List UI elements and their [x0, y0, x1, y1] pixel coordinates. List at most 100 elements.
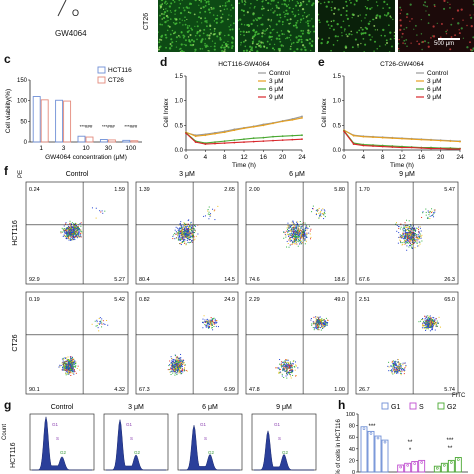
- event-dot: [184, 224, 186, 226]
- cell-dot: [276, 6, 279, 9]
- event-dot: [404, 237, 406, 239]
- cell-dot: [254, 5, 256, 8]
- event-dot: [296, 231, 298, 233]
- event-dot: [413, 232, 415, 234]
- event-dot: [74, 239, 76, 241]
- event-dot: [317, 327, 319, 329]
- cell-dot: [187, 36, 190, 38]
- event-dot: [65, 227, 67, 229]
- cell-dot: [190, 27, 193, 30]
- event-dot: [301, 234, 303, 236]
- event-dot: [290, 377, 292, 379]
- event-dot: [399, 368, 401, 370]
- y-axis-label: Cell viability(%): [5, 89, 12, 133]
- event-dot: [72, 368, 74, 370]
- event-dot: [291, 229, 293, 231]
- event-dot: [190, 228, 192, 230]
- data-point: [457, 458, 460, 461]
- cell-dot: [386, 41, 389, 45]
- event-dot: [421, 240, 423, 242]
- cell-dot: [253, 39, 255, 41]
- event-dot: [302, 231, 304, 233]
- event-dot: [214, 209, 216, 211]
- event-dot: [70, 224, 72, 226]
- event-dot: [319, 322, 321, 324]
- event-dot: [181, 233, 183, 235]
- event-dot: [174, 368, 176, 370]
- cell-dot: [210, 32, 212, 35]
- cell-dot: [328, 37, 330, 39]
- event-dot: [69, 363, 71, 365]
- event-dot: [320, 319, 322, 321]
- event-dot: [430, 317, 432, 319]
- cell-dot: [211, 8, 213, 10]
- event-dot: [431, 323, 433, 325]
- data-point: [281, 139, 284, 142]
- cell-dot: [198, 4, 200, 6]
- event-dot: [74, 363, 76, 365]
- event-dot: [427, 318, 429, 320]
- event-dot: [193, 239, 195, 241]
- cell-dot: [230, 9, 232, 11]
- cell-dot: [295, 21, 298, 24]
- event-dot: [294, 235, 296, 237]
- event-dot: [401, 237, 403, 239]
- event-dot: [396, 230, 398, 232]
- event-dot: [298, 231, 300, 233]
- cell-dot: [164, 0, 167, 3]
- event-dot: [422, 211, 424, 213]
- cell-dot: [449, 7, 451, 9]
- event-dot: [304, 230, 306, 232]
- event-dot: [392, 366, 394, 368]
- event-dot: [180, 371, 182, 373]
- event-dot: [291, 243, 293, 245]
- event-dot: [410, 230, 412, 232]
- event-dot: [195, 235, 197, 237]
- event-dot: [78, 232, 80, 234]
- event-dot: [188, 227, 190, 229]
- cell-dot: [306, 3, 308, 6]
- event-dot: [99, 321, 101, 323]
- event-dot: [81, 232, 83, 234]
- gate-label: S: [278, 436, 281, 441]
- event-dot: [291, 364, 293, 366]
- event-dot: [409, 238, 411, 240]
- event-dot: [288, 366, 290, 368]
- event-dot: [69, 359, 71, 361]
- event-dot: [99, 210, 101, 212]
- cell-dot: [273, 48, 276, 51]
- event-dot: [70, 238, 72, 240]
- cell-dot: [302, 17, 305, 20]
- event-dot: [70, 226, 72, 228]
- cell-dot: [409, 3, 412, 6]
- event-dot: [214, 320, 216, 322]
- cell-dot: [257, 17, 260, 19]
- cell-dot: [178, 0, 180, 2]
- legend-label: Control: [269, 70, 291, 77]
- event-dot: [191, 230, 193, 232]
- bar: [63, 100, 72, 143]
- cell-dot: [436, 22, 438, 24]
- event-dot: [66, 237, 68, 239]
- event-dot: [69, 233, 71, 235]
- event-dot: [326, 323, 328, 325]
- event-dot: [68, 373, 70, 375]
- cell-dot: [183, 43, 185, 46]
- event-dot: [405, 227, 407, 229]
- cell-dot: [169, 42, 172, 45]
- event-dot: [411, 228, 413, 230]
- event-dot: [209, 321, 211, 323]
- event-dot: [186, 370, 188, 372]
- cell-dot: [186, 26, 189, 30]
- cell-dot: [227, 18, 229, 21]
- compound-label: GW4064: [55, 29, 87, 38]
- event-dot: [410, 225, 412, 227]
- event-dot: [323, 326, 325, 328]
- event-dot: [418, 232, 420, 234]
- event-dot: [404, 232, 406, 234]
- event-dot: [69, 365, 71, 367]
- event-dot: [320, 213, 322, 215]
- bar: [122, 139, 131, 143]
- event-dot: [287, 372, 289, 374]
- cell-dot: [375, 16, 378, 20]
